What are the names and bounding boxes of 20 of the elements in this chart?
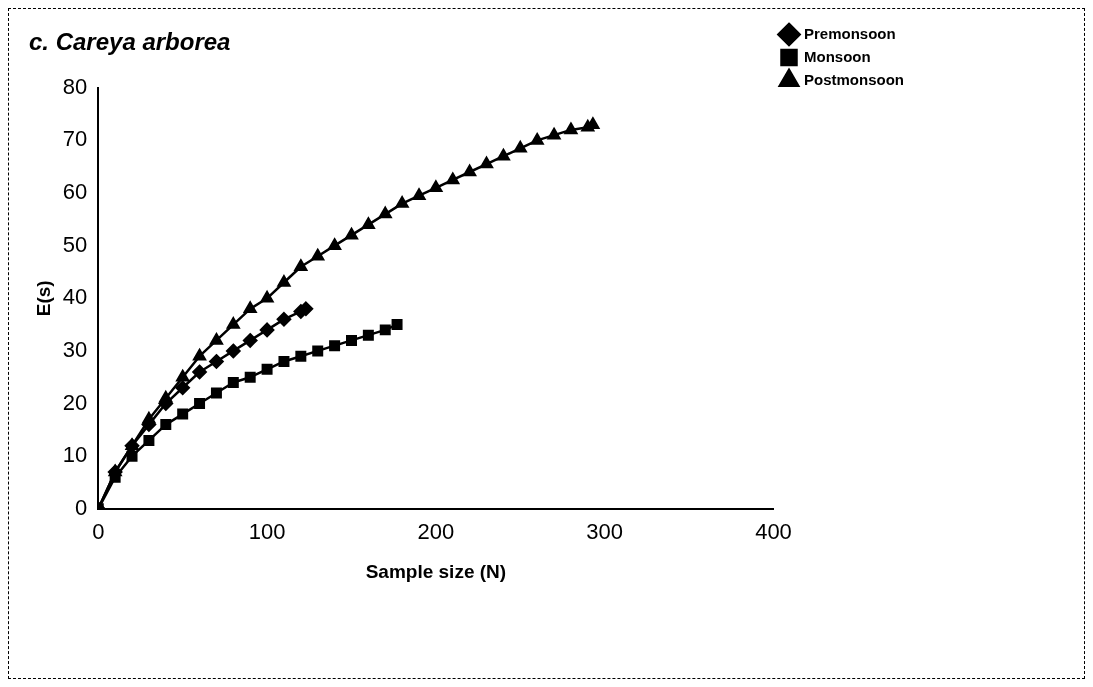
x-tick-label: 100: [248, 519, 286, 545]
legend-label: Premonsoon: [804, 24, 896, 42]
y-tick-label: 80: [62, 73, 88, 99]
y-tick-label: 10: [62, 442, 88, 468]
y-tick-label: 30: [62, 336, 88, 362]
y-tick-label: 0: [75, 494, 88, 520]
y-tick-label: 20: [62, 389, 88, 415]
chart-title: c. Careya arborea: [29, 28, 231, 56]
y-tick-label: 70: [62, 126, 88, 152]
x-tick-label: 400: [755, 519, 792, 545]
y-tick-label: 60: [62, 179, 88, 205]
x-tick-label: 200: [417, 519, 455, 545]
y-tick-label: 50: [62, 231, 88, 257]
y-tick-label: 40: [62, 284, 88, 310]
x-axis-title: Sample size (N): [365, 560, 507, 582]
x-tick-label: 300: [586, 519, 624, 545]
x-tick-label: 0: [92, 519, 105, 545]
y-axis-title: E(s): [32, 280, 54, 317]
legend-label: Monsoon: [804, 47, 871, 65]
legend-label: Postmonsoon: [804, 70, 904, 88]
